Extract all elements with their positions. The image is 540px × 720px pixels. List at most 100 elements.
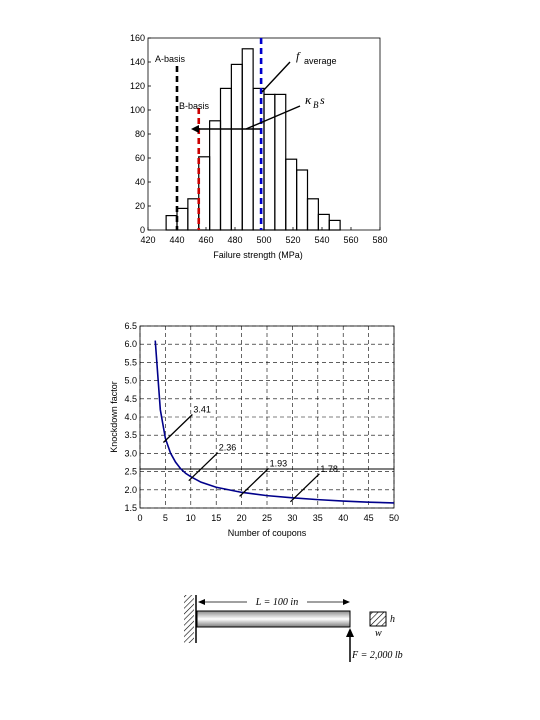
histogram-x-tick-label-0: 420 <box>140 235 155 245</box>
histogram-y-tick-label-6: 120 <box>130 81 145 91</box>
knockdown-x-tick-label-7: 35 <box>313 513 323 523</box>
knockdown-leader-3 <box>289 473 320 503</box>
histogram-x-tick-label-3: 480 <box>227 235 242 245</box>
knockdown-point-labels: 3.41 2.36 1.93 1.78 <box>162 404 338 503</box>
knockdown-y-tick-label-2: 2.5 <box>124 467 137 477</box>
knockdown-y-tick-label-3: 3.0 <box>124 448 137 458</box>
width-label: w <box>375 628 382 639</box>
histogram-x-tick-label-1: 440 <box>169 235 184 245</box>
knockdown-y-tick-label-1: 2.0 <box>124 485 137 495</box>
histogram-bar-4 <box>209 120 222 231</box>
histogram-y-tick-label-0: 0 <box>140 225 145 235</box>
knockdown-leader-0 <box>162 414 193 443</box>
knockdown-y-tick-label-9: 6.0 <box>124 339 137 349</box>
histogram-bar-3 <box>198 156 211 231</box>
knockdown-x-tick-label-8: 40 <box>338 513 348 523</box>
length-arrowhead-right <box>343 599 350 605</box>
histogram-x-tick-label-5: 520 <box>285 235 300 245</box>
knockdown-y-tick-label-10: 6.5 <box>124 321 137 331</box>
knockdown-x-tick-label-10: 50 <box>389 513 399 523</box>
knockdown-y-tick-label-0: 1.5 <box>124 503 137 513</box>
knockdown-curve <box>154 340 395 504</box>
knockdown-x-tick-label-4: 20 <box>237 513 247 523</box>
length-arrowhead-left <box>198 599 205 605</box>
fixed-wall <box>184 595 194 643</box>
histogram-chart: 420 440 460 480 500 520 540 560 580 0 20 40 60 80 100… <box>130 33 388 260</box>
average-arrow-line <box>261 61 291 93</box>
knockdown-x-ticks: 0 5 10 15 20 25 30 35 40 45 50 <box>137 513 399 523</box>
knockdown-point-label-0: 3.41 <box>193 404 211 414</box>
kb-s-text: s <box>320 93 325 107</box>
knockdown-grid <box>139 325 395 509</box>
force-arrowhead <box>346 628 354 637</box>
knockdown-plot-frame <box>139 325 395 509</box>
knockdown-x-tick-label-6: 30 <box>287 513 297 523</box>
histogram-bar-1 <box>176 207 189 231</box>
knockdown-y-tick-label-6: 4.5 <box>124 394 137 404</box>
histogram-bar-9 <box>263 93 276 231</box>
kb-symbol: κ <box>305 92 312 107</box>
histogram-x-tick-label-4: 500 <box>256 235 271 245</box>
beam <box>196 610 351 628</box>
knockdown-x-tick-label-0: 0 <box>137 513 142 523</box>
knockdown-chart: 0 5 10 15 20 25 30 35 40 45 50 1.5 2.0 2.5 3.0 3.5 4.0 4… <box>109 321 399 538</box>
knockdown-point-label-1: 2.36 <box>219 443 237 453</box>
histogram-y-tick-label-2: 40 <box>135 177 145 187</box>
length-label: L = 100 in <box>255 597 298 608</box>
knockdown-x-tick-label-1: 5 <box>163 513 168 523</box>
histogram-x-tick-label-2: 460 <box>198 235 213 245</box>
a-basis-label: A-basis <box>155 54 186 64</box>
knockdown-x-tick-label-5: 25 <box>262 513 272 523</box>
histogram-x-tick-label-7: 560 <box>343 235 358 245</box>
knockdown-leader-2 <box>239 467 270 497</box>
histogram-bar-14 <box>317 213 330 231</box>
knockdown-y-axis-label: Knockdown factor <box>109 381 119 453</box>
cross-section <box>369 611 387 627</box>
force-label: F = 2,000 lb <box>351 650 403 661</box>
knockdown-y-tick-label-4: 3.5 <box>124 430 137 440</box>
histogram-bar-6 <box>230 63 243 231</box>
histogram-x-tick-label-8: 580 <box>372 235 387 245</box>
histogram-bar-5 <box>219 87 232 231</box>
kb-s-arrowhead <box>191 125 199 133</box>
histogram-y-tick-label-4: 80 <box>135 129 145 139</box>
histogram-y-tick-label-7: 140 <box>130 57 145 67</box>
histogram-x-axis-label: Failure strength (MPa) <box>213 250 303 260</box>
histogram-y-tick-label-1: 20 <box>135 201 145 211</box>
histogram-y-tick-label-5: 100 <box>130 105 145 115</box>
histogram-bar-11 <box>285 158 298 231</box>
cantilever-beam-diagram: L = 100 in h w F = 2,000 lb <box>184 595 403 662</box>
knockdown-x-tick-label-3: 15 <box>211 513 221 523</box>
histogram-x-ticks: 420 440 460 480 500 520 540 560 580 <box>140 227 388 245</box>
height-label: h <box>390 614 395 625</box>
histogram-y-tick-label-8: 160 <box>130 33 145 43</box>
knockdown-leader-1 <box>188 452 219 482</box>
average-label: average <box>304 56 337 66</box>
knockdown-x-tick-label-2: 10 <box>186 513 196 523</box>
knockdown-point-label-2: 1.93 <box>270 458 288 468</box>
histogram-y-ticks: 0 20 40 60 80 100 120 140 160 <box>130 33 151 235</box>
knockdown-y-tick-label-8: 5.5 <box>124 357 137 367</box>
length-label-bg <box>247 595 307 607</box>
knockdown-point-label-3: 1.78 <box>320 464 338 474</box>
knockdown-y-tick-label-5: 4.0 <box>124 412 137 422</box>
knockdown-x-axis-label: Number of coupons <box>228 528 307 538</box>
knockdown-y-ticks: 1.5 2.0 2.5 3.0 3.5 4.0 4.5 5.0 5.5 6.0 6.5 <box>124 321 137 513</box>
knockdown-x-tick-label-9: 45 <box>364 513 374 523</box>
histogram-bars <box>165 48 341 231</box>
histogram-x-tick-label-6: 540 <box>314 235 329 245</box>
histogram-bar-7 <box>241 48 254 231</box>
kb-s-leader-line <box>245 105 301 130</box>
histogram-bar-12 <box>296 169 309 231</box>
histogram-bar-2 <box>187 198 200 231</box>
histogram-bar-15 <box>328 219 341 231</box>
histogram-y-tick-label-3: 60 <box>135 153 145 163</box>
histogram-bar-0 <box>165 215 178 231</box>
b-basis-label: B-basis <box>179 101 210 111</box>
histogram-reference-lines <box>175 38 263 230</box>
knockdown-y-tick-label-7: 5.0 <box>124 376 137 386</box>
histogram-bar-13 <box>306 198 319 231</box>
kb-subscript: B <box>313 100 319 110</box>
average-symbol: f <box>296 49 301 63</box>
